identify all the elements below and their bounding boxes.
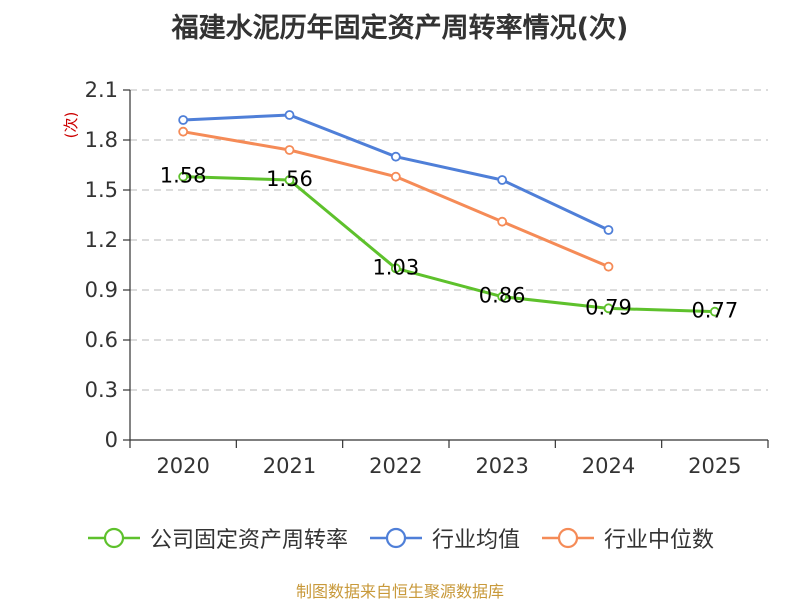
data-labels: 1.58 1.56 1.03 0.86 0.79 0.77 bbox=[160, 164, 738, 323]
data-label: 1.58 bbox=[160, 164, 207, 188]
y-tick-label: 1.2 bbox=[85, 228, 118, 252]
legend-label: 行业中位数 bbox=[604, 528, 715, 553]
axes: 0 0.3 0.6 0.9 1.2 1.5 1.8 2.1 2020 2021 2022 2023 20… bbox=[85, 78, 769, 478]
y-tick-label: 1.5 bbox=[85, 178, 118, 202]
data-point bbox=[178, 171, 189, 182]
y-axis-label: (次) bbox=[62, 112, 80, 139]
data-point bbox=[497, 216, 508, 227]
data-point bbox=[497, 175, 508, 185]
data-point bbox=[178, 115, 189, 125]
data-point bbox=[390, 263, 401, 274]
line-chart: 0 0.3 0.6 0.9 1.2 1.5 1.8 2.1 2020 2021 2022 2023 20… bbox=[62, 78, 769, 478]
y-tick-label: 0.9 bbox=[85, 278, 118, 302]
series-line bbox=[183, 175, 715, 314]
x-tick-label: 2020 bbox=[156, 454, 209, 478]
legend-label: 公司固定资产周转率 bbox=[149, 528, 348, 553]
data-point bbox=[603, 261, 614, 272]
data-point bbox=[390, 171, 401, 182]
y-tick-label: 1.8 bbox=[85, 128, 118, 152]
y-tick-label: 0.3 bbox=[85, 378, 118, 402]
x-tick-label: 2021 bbox=[263, 454, 316, 478]
data-point bbox=[390, 151, 401, 162]
data-label: 0.77 bbox=[691, 299, 738, 323]
legend-label: 行业均值 bbox=[431, 528, 520, 553]
legend-marker-icon bbox=[369, 527, 422, 549]
legend-item[interactable]: 行业中位数 bbox=[540, 522, 714, 554]
grid-lines bbox=[130, 89, 768, 391]
legend: 公司固定资产周转率 行业均值 行业中位数 bbox=[0, 518, 800, 558]
legend-marker-circle bbox=[103, 527, 125, 549]
x-tick-label: 2023 bbox=[475, 454, 528, 478]
data-point bbox=[284, 145, 295, 155]
data-point bbox=[284, 110, 295, 120]
legend-marker-circle bbox=[385, 527, 407, 549]
legend-marker-circle bbox=[557, 527, 579, 549]
legend-marker-icon bbox=[87, 527, 140, 549]
series-group bbox=[178, 110, 720, 317]
data-point bbox=[284, 175, 295, 185]
y-tick-label: 0 bbox=[105, 428, 118, 452]
y-tick-label: 2.1 bbox=[85, 78, 118, 102]
data-label: 1.03 bbox=[372, 255, 419, 279]
x-tick-label: 2022 bbox=[369, 454, 422, 478]
data-label: 1.56 bbox=[266, 167, 313, 191]
legend-marker-icon bbox=[542, 527, 594, 549]
data-point bbox=[603, 225, 614, 235]
data-point bbox=[178, 126, 189, 137]
data-point bbox=[497, 291, 508, 302]
chart-title: 福建水泥历年固定资产周转率情况(次) bbox=[171, 13, 629, 44]
x-tick-label: 2025 bbox=[688, 454, 741, 478]
data-label: 0.86 bbox=[479, 284, 526, 308]
x-tick-label: 2024 bbox=[582, 454, 635, 478]
legend-item[interactable]: 行业均值 bbox=[368, 522, 520, 554]
y-tick-label: 0.6 bbox=[85, 328, 118, 352]
legend-item[interactable]: 公司固定资产周转率 bbox=[86, 522, 348, 554]
data-label: 0.79 bbox=[585, 295, 632, 319]
source-note: 制图数据来自恒生聚源数据库 bbox=[295, 582, 504, 601]
data-point bbox=[709, 306, 720, 317]
data-point bbox=[603, 303, 614, 314]
